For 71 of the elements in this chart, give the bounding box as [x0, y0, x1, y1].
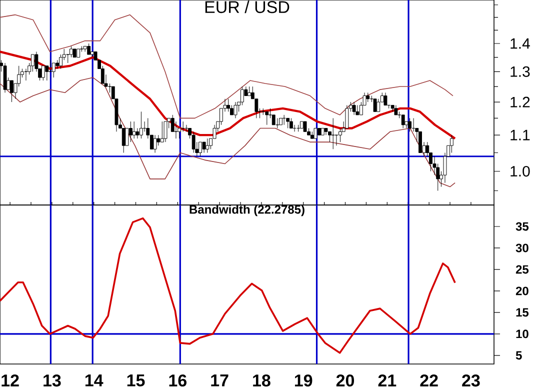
candlestick: [376, 98, 380, 112]
x-tick-label: 21: [378, 374, 396, 386]
candlestick: [226, 98, 230, 112]
x-tick-label: 18: [253, 374, 270, 387]
y-tick-label: 1.4: [510, 38, 530, 49]
candlestick: [129, 121, 132, 142]
candlestick: [286, 118, 290, 128]
candlestick: [10, 80, 14, 102]
x-tick-label: 12: [2, 374, 19, 386]
candlestick: [30, 54, 34, 72]
candlestick: [136, 128, 140, 139]
candlestick: [366, 92, 370, 102]
candlestick: [206, 138, 210, 153]
x-tick-label: 15: [127, 374, 145, 386]
x-tick-label: 14: [85, 374, 104, 386]
candlestick: [356, 104, 360, 116]
chart-title: EUR / USD: [205, 0, 290, 14]
candlestick: [384, 92, 388, 106]
candlestick: [87, 43, 91, 55]
candlestick: [3, 62, 7, 93]
y-tick-label: 30: [516, 244, 528, 252]
candlestick: [41, 66, 45, 81]
y-tick-label: 10: [516, 330, 528, 338]
candlestick: [52, 62, 56, 78]
y-tick-label: 1.0: [510, 166, 530, 177]
candlestick: [394, 104, 398, 116]
x-tick-label: 20: [336, 374, 354, 387]
x-tick-label: 19: [294, 374, 312, 387]
chart-title: Bandwidth (22.2785): [190, 204, 304, 216]
candlestick: [450, 134, 454, 153]
x-tick-label: 23: [462, 374, 480, 387]
line-series: [0, 77, 456, 188]
candlestick: [314, 128, 318, 139]
candlestick: [418, 131, 422, 153]
candlestick: [234, 102, 238, 118]
candlestick: [160, 121, 164, 142]
y-tick-label: 1.3: [510, 66, 530, 77]
candlestick: [202, 142, 206, 153]
candlestick: [153, 134, 157, 153]
x-tick-label: 22: [420, 374, 438, 386]
y-tick-label: 5: [516, 351, 522, 360]
candlestick: [408, 118, 412, 132]
candlestick: [240, 86, 244, 106]
candlestick: [373, 98, 377, 112]
candlestick: [70, 46, 73, 58]
candlestick: [198, 142, 202, 157]
x-tick-label: 16: [169, 374, 186, 387]
candlestick: [192, 131, 196, 153]
y-tick-label: 20: [516, 286, 528, 296]
x-tick-label: 17: [211, 374, 228, 386]
y-tick-label: 25: [516, 265, 529, 274]
candlestick: [156, 134, 160, 146]
candlestick: [401, 114, 405, 128]
y-tick-label: 1.2: [510, 96, 530, 108]
candlestick: [164, 121, 168, 142]
x-tick-label: 13: [44, 374, 61, 387]
y-tick-label: 15: [516, 308, 529, 317]
line-series: [0, 217, 456, 354]
candlestick: [338, 128, 342, 142]
line-series: [0, 50, 456, 140]
candlestick: [352, 102, 356, 116]
y-tick-label: 35: [516, 222, 529, 231]
candlestick: [139, 111, 143, 139]
candlestick: [265, 111, 269, 126]
candlestick: [289, 118, 293, 128]
candlestick: [248, 86, 252, 96]
candlestick: [345, 104, 349, 128]
candlestick: [132, 121, 136, 139]
candlestick: [303, 121, 307, 132]
y-tick-label: 1.1: [510, 130, 530, 140]
line-series: [0, 14, 454, 119]
